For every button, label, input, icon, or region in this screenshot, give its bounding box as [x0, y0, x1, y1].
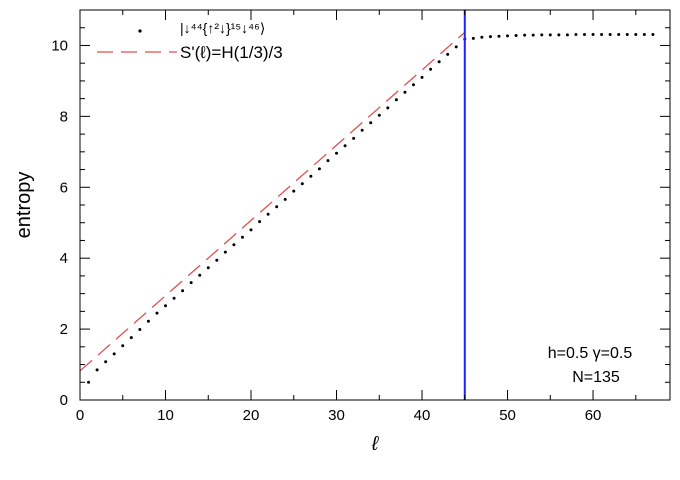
data-point — [420, 75, 424, 79]
data-point — [514, 34, 518, 38]
data-point — [429, 67, 433, 71]
data-point — [343, 144, 347, 148]
data-point — [352, 136, 356, 140]
data-point — [394, 98, 398, 102]
data-point — [240, 235, 244, 239]
data-point — [300, 182, 304, 186]
data-point — [634, 32, 638, 36]
data-point — [189, 281, 193, 285]
data-point — [548, 33, 552, 37]
data-point — [232, 243, 236, 247]
data-point — [292, 189, 296, 193]
data-point — [223, 250, 227, 254]
data-point — [506, 34, 510, 38]
data-point — [446, 52, 450, 56]
data-point — [574, 32, 578, 36]
data-point — [651, 32, 655, 36]
data-point — [540, 33, 544, 37]
data-point — [155, 311, 159, 315]
data-point — [146, 319, 150, 323]
data-point — [608, 32, 612, 36]
legend-dot-marker — [138, 29, 142, 33]
data-point — [326, 159, 330, 163]
data-point — [480, 35, 484, 39]
data-point — [215, 258, 219, 262]
data-point — [531, 33, 535, 37]
fit-line-layer — [79, 31, 466, 372]
data-point — [497, 34, 501, 38]
data-point — [129, 336, 133, 340]
legend-line-label: S'(ℓ)=H(1/3)/3 — [180, 43, 283, 62]
y-tick-label: 8 — [60, 108, 68, 125]
data-point — [112, 352, 116, 356]
data-point — [369, 121, 373, 125]
x-tick-label: 30 — [328, 407, 345, 424]
plot-frame — [79, 9, 671, 401]
y-axis-ticks: 0 2 4 6 8 10 — [51, 9, 670, 409]
parameter-annotation: h=0.5 γ=0.5 — [548, 345, 633, 362]
data-point — [565, 33, 569, 37]
data-point — [488, 35, 492, 39]
data-point — [617, 32, 621, 36]
data-point — [138, 327, 142, 331]
data-point — [625, 32, 629, 36]
data-point — [181, 289, 185, 293]
data-point — [471, 36, 475, 40]
data-point — [642, 32, 646, 36]
data-point — [557, 33, 561, 37]
y-tick-label: 0 — [60, 392, 68, 409]
data-point — [309, 174, 313, 178]
data-point — [258, 220, 262, 224]
data-point — [377, 113, 381, 117]
data-point — [454, 45, 458, 49]
x-tick-label: 60 — [585, 407, 602, 424]
x-tick-label: 40 — [414, 407, 431, 424]
data-point — [164, 304, 168, 308]
data-point — [87, 380, 91, 384]
data-point — [249, 228, 253, 232]
data-point — [403, 90, 407, 94]
data-point — [523, 33, 527, 37]
data-point — [317, 167, 321, 171]
data-point — [411, 83, 415, 87]
data-point — [121, 344, 125, 348]
data-point — [582, 32, 586, 36]
y-tick-label: 6 — [60, 179, 68, 196]
fit-dashed-line — [79, 31, 466, 372]
data-point — [95, 368, 99, 372]
data-point — [591, 32, 595, 36]
y-axis-title: entropy — [13, 172, 35, 239]
data-point — [360, 128, 364, 132]
y-tick-label: 4 — [60, 250, 68, 267]
x-tick-label: 0 — [76, 407, 84, 424]
data-point — [206, 266, 210, 270]
data-point — [266, 212, 270, 216]
data-point — [335, 151, 339, 155]
x-tick-label: 20 — [243, 407, 260, 424]
scatter-dots-layer — [87, 32, 655, 384]
legend: |↓⁴⁴{↑²↓}¹⁵↓⁴⁶⟩ S'(ℓ)=H(1/3)/3 — [97, 20, 283, 62]
system-size-annotation: N=135 — [572, 369, 620, 386]
legend-dots-label: |↓⁴⁴{↑²↓}¹⁵↓⁴⁶⟩ — [180, 20, 265, 36]
y-tick-label: 10 — [51, 37, 68, 54]
data-point — [437, 60, 441, 64]
x-axis-ticks: 0 10 20 30 40 50 60 — [76, 10, 637, 424]
data-point — [198, 273, 202, 277]
data-point — [104, 360, 108, 364]
x-tick-label: 10 — [157, 407, 174, 424]
data-point — [275, 205, 279, 209]
x-axis-title: ℓ — [371, 433, 380, 455]
data-point — [283, 197, 287, 201]
x-tick-label: 50 — [499, 407, 516, 424]
data-point — [386, 106, 390, 110]
y-tick-label: 2 — [60, 321, 68, 338]
data-point — [600, 32, 604, 36]
data-point — [172, 296, 176, 300]
